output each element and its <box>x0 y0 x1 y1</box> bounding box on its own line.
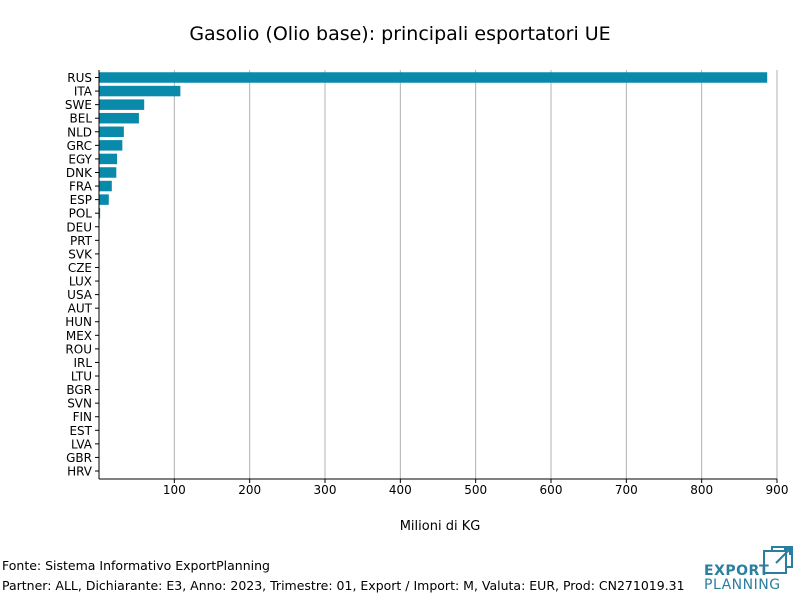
bar-esp <box>99 194 109 205</box>
logo-square-icon <box>763 546 793 574</box>
exportplanning-logo: EXPORT PLANNING <box>704 545 796 595</box>
grid-lines <box>173 70 778 479</box>
bar-fra <box>99 180 112 192</box>
y-tick-labels: RUSITASWEBELNLDGRCEGYDNKFRAESPPOLDEUPRTS… <box>65 71 93 479</box>
x-tick-label: 300 <box>314 483 337 497</box>
x-tick-label: 700 <box>615 483 638 497</box>
x-tick-label: 400 <box>389 483 412 497</box>
y-tick-label: SVN <box>67 397 92 411</box>
x-tick-label: 800 <box>690 483 713 497</box>
y-tick-label: DEU <box>66 220 92 234</box>
y-tick-label: LVA <box>71 437 93 451</box>
bar-bel <box>99 112 139 124</box>
x-tick-label: 200 <box>238 483 261 497</box>
y-tick-label: SVK <box>68 247 93 261</box>
y-tick-label: IRL <box>73 356 92 370</box>
y-tick-label: EGY <box>68 152 92 166</box>
y-tick-label: DNK <box>66 166 93 180</box>
y-tick-label: GRC <box>67 139 92 153</box>
bar-ita <box>99 85 181 97</box>
y-tick-label: BEL <box>70 112 93 126</box>
y-tick-label: ITA <box>74 85 93 99</box>
y-tick-label: LTU <box>71 370 92 384</box>
y-tick-label: BGR <box>66 383 92 397</box>
y-tick-label: FRA <box>69 180 93 194</box>
bar-egy <box>99 153 118 165</box>
x-tick-label: 600 <box>540 483 563 497</box>
y-tick-label: POL <box>69 207 93 221</box>
y-tick-label: AUT <box>68 302 93 316</box>
y-tick-label: USA <box>67 288 93 302</box>
y-tick-label: PRT <box>70 234 93 248</box>
bar-pol <box>99 207 101 219</box>
y-tick-label: HUN <box>65 315 92 329</box>
y-tick-label: LUX <box>69 275 92 289</box>
footer-details: Partner: ALL, Dichiarante: E3, Anno: 202… <box>2 578 685 593</box>
bar-dnk <box>99 167 117 178</box>
y-tick-label: EST <box>69 424 92 438</box>
y-tick-label: MEX <box>66 329 92 343</box>
x-tick-label: 500 <box>464 483 487 497</box>
y-tick-label: ESP <box>70 193 92 207</box>
bars <box>99 72 768 477</box>
y-tick-label: CZE <box>68 261 92 275</box>
chart-title: Gasolio (Olio base): principali esportat… <box>189 23 610 45</box>
bar-swe <box>99 99 145 110</box>
x-tick-labels: 100 200 300 400 500 600 700 800 900 <box>163 483 789 497</box>
x-tick-label: 900 <box>766 483 789 497</box>
y-tick-label: RUS <box>67 71 92 85</box>
footer-source: Fonte: Sistema Informativo ExportPlannin… <box>2 558 270 573</box>
y-tick-label: FIN <box>73 410 92 424</box>
y-tick-label: HRV <box>67 465 93 479</box>
y-tick-label: GBR <box>66 451 92 465</box>
x-tick-label: 100 <box>163 483 186 497</box>
bar-nld <box>99 126 124 138</box>
y-tick-label: SWE <box>65 98 92 112</box>
x-axis-title: Milioni di KG <box>400 519 481 534</box>
bar-rus <box>99 72 768 83</box>
logo-text-planning: PLANNING <box>704 577 781 593</box>
bar-grc <box>99 140 123 151</box>
logo-text-export: EXPORT <box>704 563 770 579</box>
axes <box>95 70 778 483</box>
y-tick-label: ROU <box>65 342 92 356</box>
y-tick-label: NLD <box>67 125 92 139</box>
